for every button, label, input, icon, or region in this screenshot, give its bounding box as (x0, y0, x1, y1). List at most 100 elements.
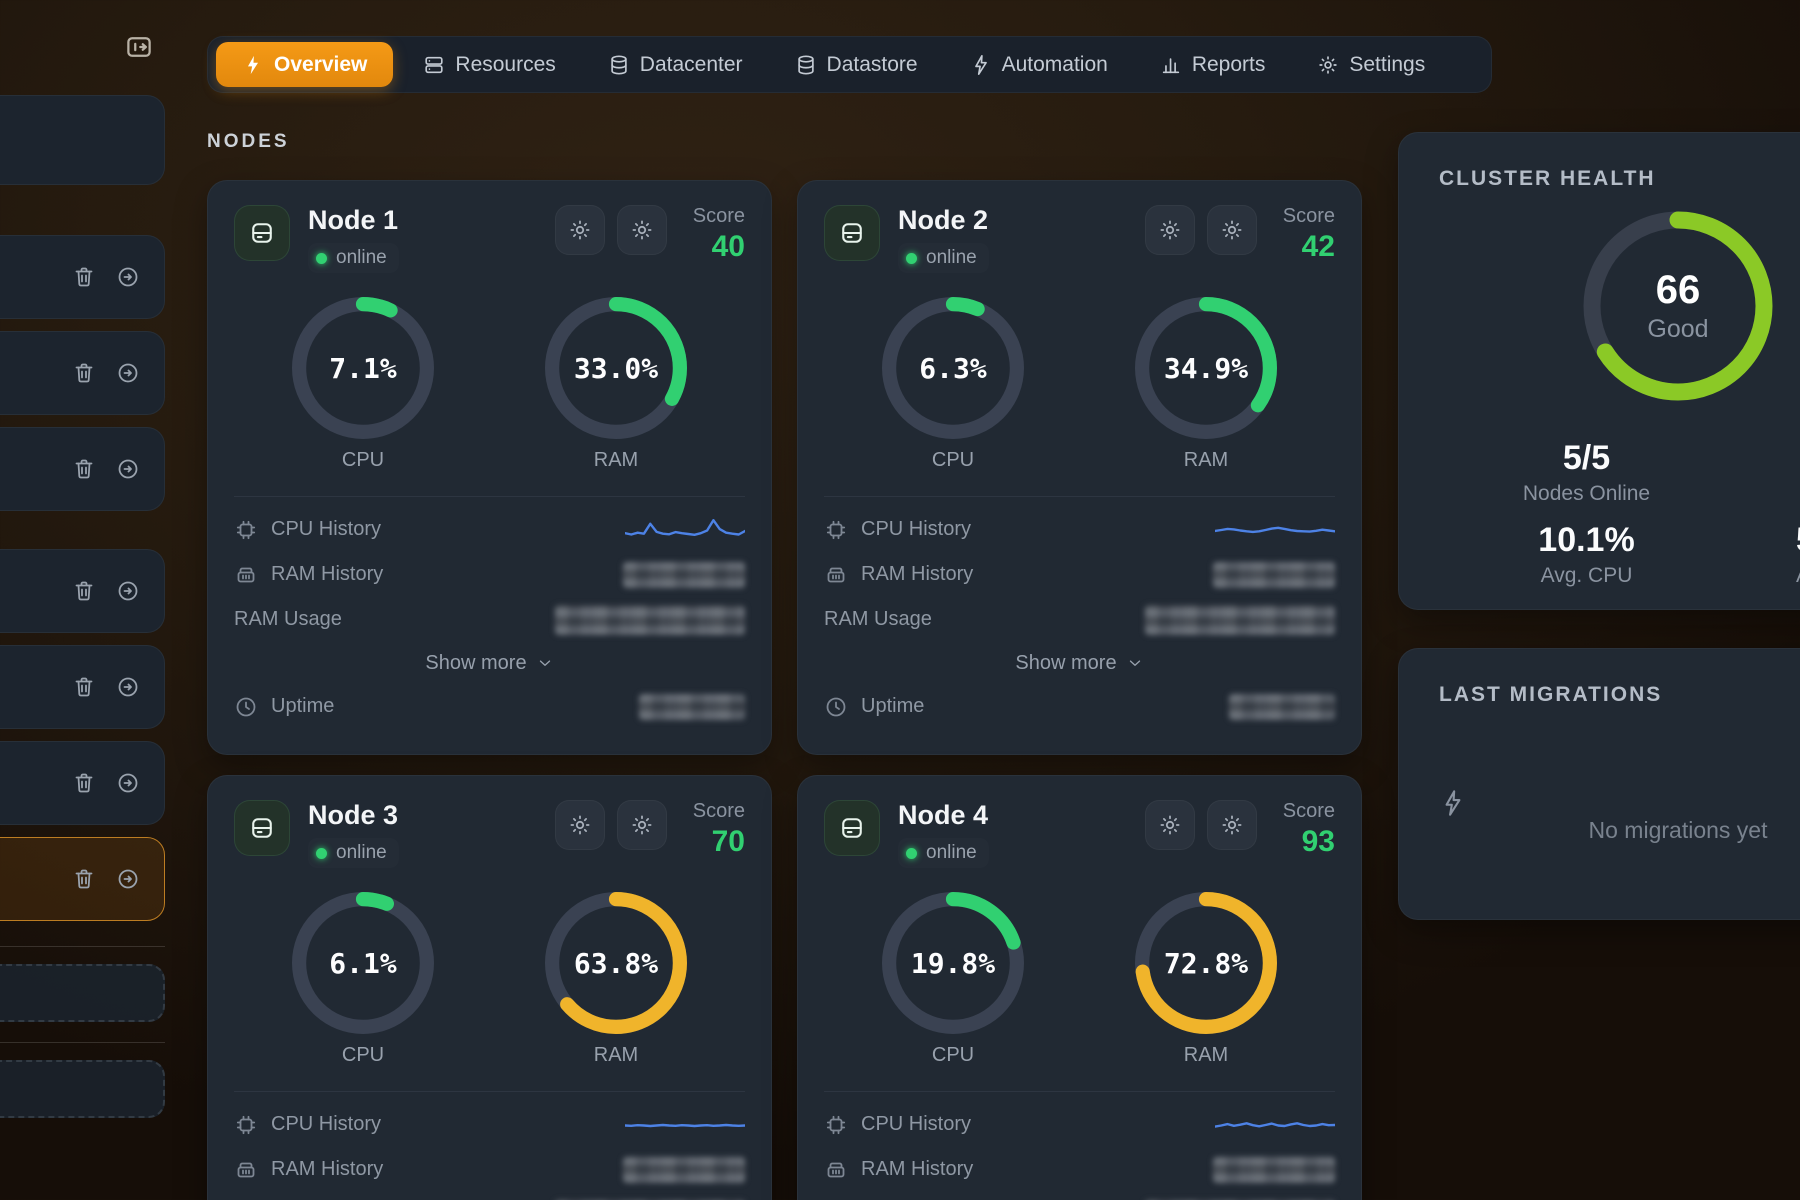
node-settings-button[interactable] (1145, 205, 1195, 255)
node-options-button[interactable] (617, 800, 667, 850)
score-label: Score (1283, 205, 1335, 228)
score-label: Score (693, 800, 745, 823)
trash-icon (72, 265, 96, 289)
server-icon (423, 54, 445, 76)
node-options-button[interactable] (617, 205, 667, 255)
node-name: Node 3 (308, 800, 399, 831)
ram-usage-label: RAM Usage (234, 608, 342, 631)
open-arrow-icon (116, 867, 140, 891)
gear-icon (1158, 218, 1182, 242)
status-badge: online (308, 243, 399, 273)
node-settings-button[interactable] (555, 800, 605, 850)
ram-gauge: 72.8% (1135, 892, 1277, 1034)
open-button[interactable] (116, 360, 142, 386)
tab-automation[interactable]: Automation (948, 42, 1130, 87)
sidebar-panel[interactable] (0, 95, 165, 185)
cpu-label: CPU (882, 449, 1024, 472)
sidebar-item[interactable] (0, 235, 165, 319)
tab-label: Reports (1192, 53, 1266, 77)
node-name: Node 4 (898, 800, 989, 831)
trash-icon (72, 867, 96, 891)
delete-button[interactable] (72, 578, 98, 604)
stat-clipped-bottom: 57 Avg (1796, 521, 1800, 588)
last-migrations-panel: LAST MIGRATIONS No migrations yet (1398, 648, 1800, 920)
show-more-button[interactable]: Show more (824, 642, 1335, 684)
node-options-button[interactable] (1207, 800, 1257, 850)
sidebar-item[interactable] (0, 549, 165, 633)
open-arrow-icon (116, 771, 140, 795)
sidebar-item[interactable] (0, 645, 165, 729)
delete-button[interactable] (72, 866, 98, 892)
migration-bolt-icon (1439, 789, 1467, 817)
tab-overview[interactable]: Overview (216, 42, 393, 87)
stat-avg-cpu: 10.1% Avg. CPU (1479, 521, 1694, 588)
node-server-icon (234, 800, 290, 856)
divider (0, 946, 165, 947)
uptime-redacted-value (1229, 694, 1335, 720)
node-options-button[interactable] (1207, 205, 1257, 255)
sidebar-empty-slot[interactable] (0, 1060, 165, 1118)
status-badge: online (898, 838, 989, 868)
open-button[interactable] (116, 264, 142, 290)
bolt-icon (970, 54, 992, 76)
gear-icon (1220, 813, 1244, 837)
sidebar-empty-slot[interactable] (0, 964, 165, 1022)
ram-label: RAM (545, 1044, 687, 1067)
gear-icon (568, 813, 592, 837)
ram-icon (234, 1158, 258, 1182)
delete-button[interactable] (72, 770, 98, 796)
ram-gauge: 34.9% (1135, 297, 1277, 439)
status-label: online (926, 842, 977, 864)
collapse-sidebar-button[interactable] (122, 30, 156, 64)
divider (824, 1091, 1335, 1092)
uptime-label: Uptime (271, 695, 334, 718)
cluster-status-label: Good (1647, 315, 1708, 344)
node-card: Node 3 online Score 70 (207, 775, 772, 1200)
trash-icon (72, 361, 96, 385)
cpu-chip-icon (824, 518, 848, 542)
node-server-icon (824, 205, 880, 261)
sidebar-item[interactable] (0, 427, 165, 511)
score-value: 42 (1283, 230, 1335, 264)
ram-history-label: RAM History (271, 563, 383, 586)
sidebar-item[interactable] (0, 331, 165, 415)
tab-datacenter[interactable]: Datacenter (586, 42, 765, 87)
tab-resources[interactable]: Resources (401, 42, 577, 87)
ram-history-redacted-value (1213, 1157, 1335, 1183)
cpu-chip-icon (824, 1113, 848, 1137)
ram-icon (234, 563, 258, 587)
last-migrations-title: LAST MIGRATIONS (1439, 683, 1800, 707)
database-icon (608, 54, 630, 76)
open-button[interactable] (116, 578, 142, 604)
node-card: Node 4 online Score 93 (797, 775, 1362, 1200)
node-settings-button[interactable] (555, 205, 605, 255)
sidebar-item[interactable] (0, 741, 165, 825)
cpu-label: CPU (292, 1044, 434, 1067)
uptime-redacted-value (639, 694, 745, 720)
gear-icon (568, 218, 592, 242)
open-button[interactable] (116, 456, 142, 482)
delete-button[interactable] (72, 456, 98, 482)
tab-settings[interactable]: Settings (1295, 42, 1447, 87)
node-name: Node 2 (898, 205, 989, 236)
open-button[interactable] (116, 674, 142, 700)
cluster-health-title: CLUSTER HEALTH (1439, 167, 1800, 191)
delete-button[interactable] (72, 264, 98, 290)
score-label: Score (693, 205, 745, 228)
node-settings-button[interactable] (1145, 800, 1195, 850)
show-more-button[interactable]: Show more (234, 642, 745, 684)
status-label: online (336, 247, 387, 269)
open-button[interactable] (116, 866, 142, 892)
cpu-gauge: 7.1% (292, 297, 434, 439)
cluster-health-panel: CLUSTER HEALTH 66 Good 5/5 Nodes Online … (1398, 132, 1800, 610)
sidebar-item-selected[interactable] (0, 837, 165, 921)
delete-button[interactable] (72, 674, 98, 700)
tab-datastore[interactable]: Datastore (773, 42, 940, 87)
database-icon (795, 54, 817, 76)
tab-reports[interactable]: Reports (1138, 42, 1288, 87)
cluster-health-gauge: 66 Good (1583, 211, 1773, 401)
clock-icon (824, 695, 848, 719)
open-button[interactable] (116, 770, 142, 796)
delete-button[interactable] (72, 360, 98, 386)
ram-icon (824, 1158, 848, 1182)
